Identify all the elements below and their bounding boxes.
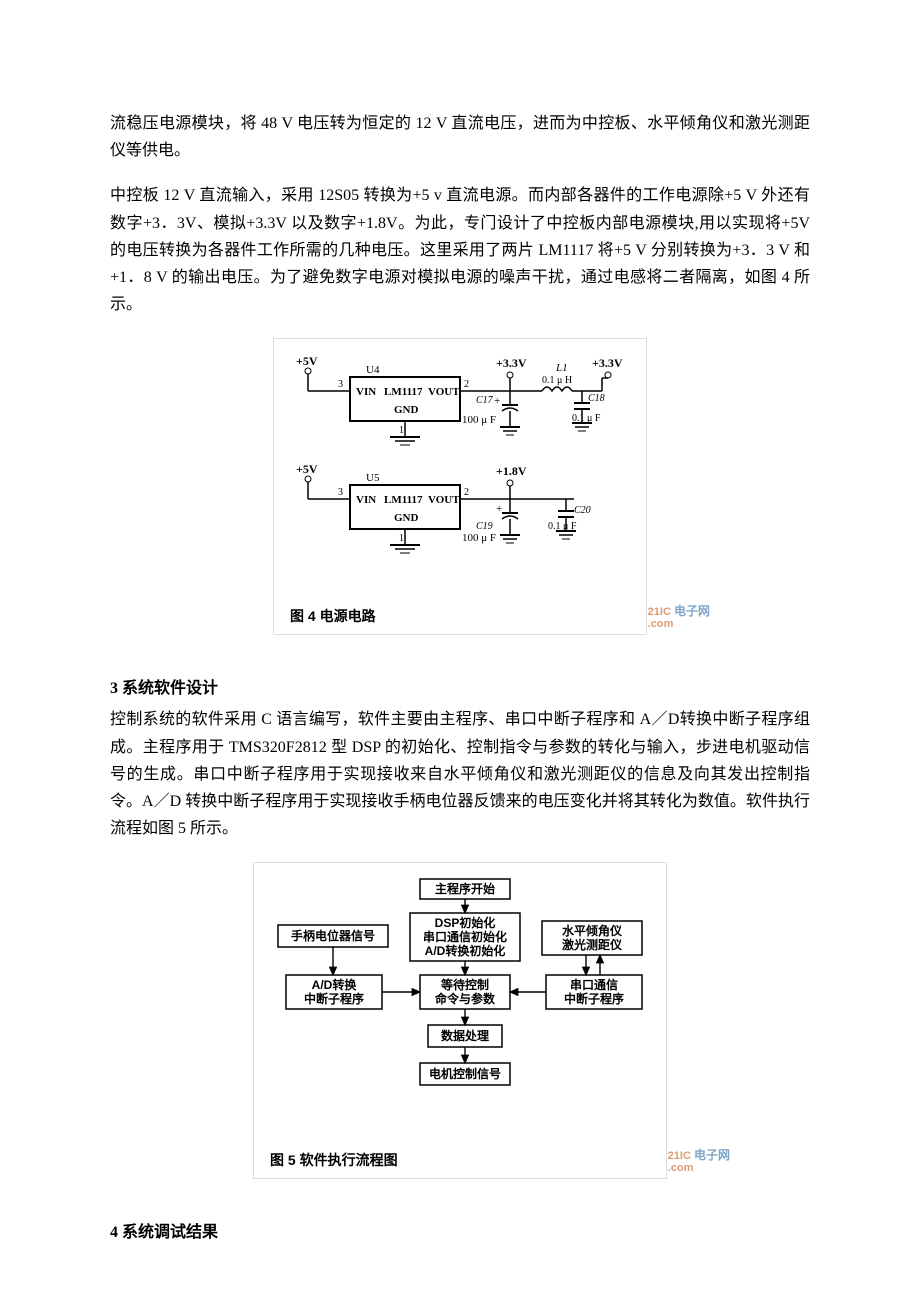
figure-4: +5V 3 U4 VIN LM1117 VOUT GND 1 2 — [110, 338, 810, 635]
svg-text:+1.8V: +1.8V — [496, 464, 527, 478]
svg-text:100 μ F: 100 μ F — [462, 532, 496, 544]
svg-text:C19: C19 — [476, 521, 493, 532]
circuit-diagram-icon: +5V 3 U4 VIN LM1117 VOUT GND 1 2 — [290, 349, 630, 589]
svg-text:2: 2 — [464, 487, 469, 498]
watermark-icon: 21IC 电子网 .com — [648, 605, 710, 630]
svg-text:U4: U4 — [366, 364, 380, 376]
paragraph-3: 控制系统的软件采用 C 语言编写，软件主要由主程序、串口中断子程序和 A／D转换… — [110, 706, 810, 842]
svg-text:+5V: +5V — [296, 354, 318, 368]
paragraph-1: 流稳压电源模块，将 48 V 电压转为恒定的 12 V 直流电压，进而为中控板、… — [110, 110, 810, 164]
svg-text:串口通信初始化: 串口通信初始化 — [423, 929, 507, 944]
svg-text:主程序开始: 主程序开始 — [435, 881, 495, 896]
svg-text:C20: C20 — [574, 505, 591, 516]
figure-5-caption: 图 5 软件执行流程图 21IC 电子网 .com — [270, 1149, 650, 1173]
svg-text:中断子程序: 中断子程序 — [564, 991, 624, 1006]
svg-text:3: 3 — [338, 379, 343, 390]
svg-text:C18: C18 — [588, 393, 605, 404]
svg-text:VOUT: VOUT — [428, 386, 460, 398]
svg-text:A/D转换初始化: A/D转换初始化 — [425, 943, 506, 958]
svg-text:C17: C17 — [476, 395, 494, 406]
svg-text:2: 2 — [464, 379, 469, 390]
svg-text:+: + — [496, 503, 502, 515]
section-3-heading: 3 系统软件设计 — [110, 675, 810, 702]
svg-text:1: 1 — [399, 425, 404, 436]
svg-text:数据处理: 数据处理 — [441, 1028, 489, 1043]
svg-text:手柄电位器信号: 手柄电位器信号 — [291, 928, 375, 943]
svg-text:水平倾角仪: 水平倾角仪 — [562, 923, 623, 938]
svg-text:1: 1 — [399, 533, 404, 544]
flowchart-icon: 主程序开始 DSP初始化 串口通信初始化 A/D转换初始化 手柄电位器信号 水平… — [270, 873, 650, 1133]
svg-text:+3.3V: +3.3V — [592, 356, 623, 370]
svg-text:U5: U5 — [366, 472, 380, 484]
svg-text:LM1117: LM1117 — [384, 386, 423, 398]
svg-text:电机控制信号: 电机控制信号 — [429, 1066, 501, 1081]
svg-text:中断子程序: 中断子程序 — [304, 991, 364, 1006]
svg-text:+3.3V: +3.3V — [496, 356, 527, 370]
svg-text:VIN: VIN — [356, 494, 376, 506]
svg-text:等待控制: 等待控制 — [440, 977, 489, 992]
svg-text:VOUT: VOUT — [428, 494, 460, 506]
svg-text:L1: L1 — [555, 362, 568, 374]
svg-text:+: + — [494, 395, 500, 407]
svg-text:命令与参数: 命令与参数 — [434, 991, 496, 1006]
svg-text:DSP初始化: DSP初始化 — [435, 915, 496, 930]
paragraph-2: 中控板 12 V 直流输入，采用 12S05 转换为+5 v 直流电源。而内部各… — [110, 182, 810, 318]
svg-text:GND: GND — [394, 404, 419, 416]
svg-text:0.1 μ H: 0.1 μ H — [542, 375, 572, 386]
figure-5: 主程序开始 DSP初始化 串口通信初始化 A/D转换初始化 手柄电位器信号 水平… — [110, 862, 810, 1179]
svg-text:A/D转换: A/D转换 — [312, 977, 358, 992]
svg-text:100 μ F: 100 μ F — [462, 414, 496, 426]
section-4-heading: 4 系统调试结果 — [110, 1219, 810, 1246]
watermark-icon: 21IC 电子网 .com — [668, 1149, 730, 1174]
svg-text:串口通信: 串口通信 — [570, 977, 618, 992]
svg-text:LM1117: LM1117 — [384, 494, 423, 506]
svg-text:GND: GND — [394, 512, 419, 524]
svg-text:+5V: +5V — [296, 462, 318, 476]
figure-4-caption: 图 4 电源电路 21IC 电子网 .com — [290, 605, 630, 629]
svg-text:3: 3 — [338, 487, 343, 498]
svg-text:VIN: VIN — [356, 386, 376, 398]
svg-text:激光测距仪: 激光测距仪 — [562, 937, 623, 952]
